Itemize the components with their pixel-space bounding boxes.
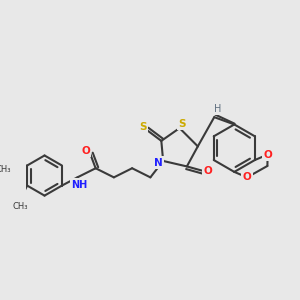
Text: CH₃: CH₃ [0, 165, 11, 174]
Text: NH: NH [71, 180, 87, 190]
Text: N: N [154, 158, 163, 168]
Text: S: S [178, 118, 186, 128]
Text: S: S [139, 122, 147, 132]
Text: O: O [203, 166, 212, 176]
Text: O: O [263, 150, 272, 160]
Text: CH₃: CH₃ [12, 202, 28, 211]
Text: H: H [214, 104, 222, 114]
Text: O: O [243, 172, 251, 182]
Text: O: O [81, 146, 90, 156]
